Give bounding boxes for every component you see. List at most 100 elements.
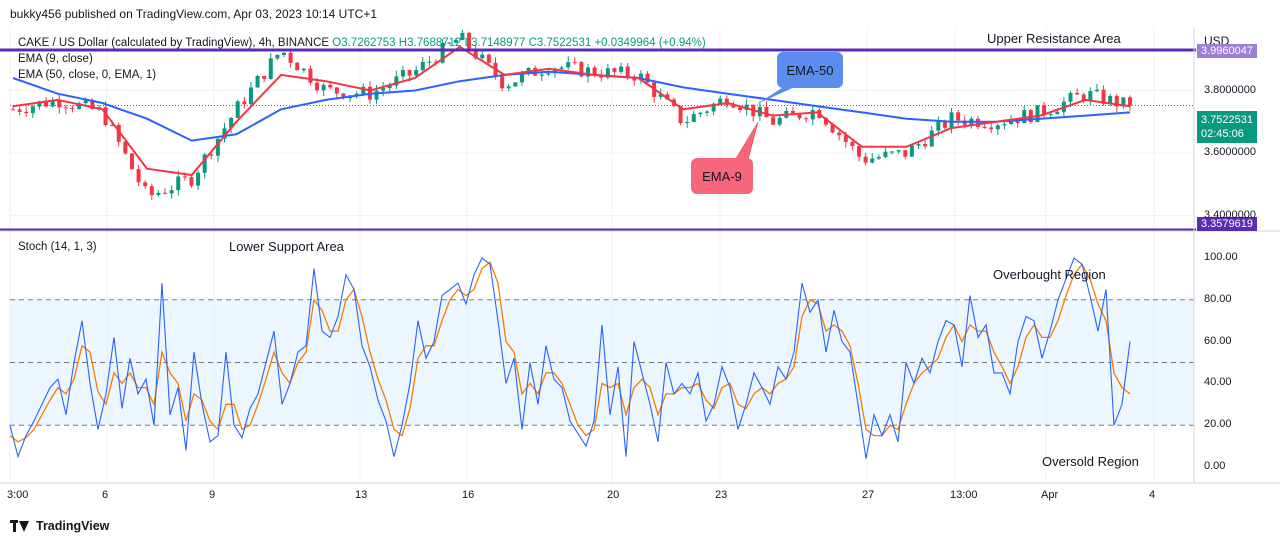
candle-body — [215, 138, 220, 156]
candle-body — [638, 73, 643, 81]
candle-body — [843, 135, 848, 142]
price-candle — [612, 67, 617, 77]
annotation-lower-support: Lower Support Area — [229, 239, 344, 254]
candle-body — [989, 127, 994, 130]
price-candle — [50, 96, 55, 108]
time-axis-tick: Apr — [1041, 489, 1059, 501]
candle-body — [315, 82, 320, 91]
time-axis-tick: 9 — [209, 489, 216, 501]
price-candle — [268, 53, 273, 80]
candle-body — [196, 172, 201, 186]
time-axis-tick: 4 — [1149, 489, 1156, 501]
price-candle — [229, 117, 234, 134]
candle-body — [572, 62, 577, 64]
price-candle — [136, 164, 141, 187]
annotation-upper-resistance: Upper Resistance Area — [987, 31, 1121, 46]
publisher-line: bukky456 published on TradingView.com, A… — [10, 7, 378, 21]
price-candle — [453, 38, 458, 43]
price-candle — [24, 106, 29, 117]
price-candle — [678, 105, 683, 126]
price-candle — [460, 29, 465, 41]
price-candle — [129, 152, 134, 170]
price-candle — [685, 115, 690, 129]
legend-symbol-row: CAKE / US Dollar (calculated by TradingV… — [18, 37, 706, 49]
candle-body — [143, 182, 148, 187]
candle-body — [685, 121, 690, 124]
candle-body — [1128, 97, 1132, 106]
candle-body — [268, 58, 273, 79]
bar-countdown: 02:45:06 — [1201, 128, 1244, 140]
candle-body — [361, 86, 366, 94]
candle-body — [262, 76, 267, 79]
price-candle — [896, 149, 901, 155]
price-candle — [724, 95, 729, 109]
candle-body — [592, 67, 597, 76]
candle-body — [37, 101, 42, 107]
price-candle — [995, 123, 1000, 136]
candle-body — [883, 151, 888, 158]
candle-body — [929, 130, 934, 147]
price-candle — [281, 52, 286, 58]
price-candle — [30, 104, 35, 119]
candle-body — [1121, 97, 1126, 107]
price-candle — [513, 82, 518, 87]
candle-body — [341, 93, 346, 99]
candle-body — [1009, 120, 1014, 125]
legend-ema9: EMA (9, close) — [18, 53, 93, 65]
candle-body — [400, 70, 405, 77]
candle-body — [698, 112, 703, 115]
price-candle — [1042, 101, 1047, 120]
price-candles — [11, 29, 1132, 201]
price-candle — [202, 152, 207, 179]
candle-body — [460, 32, 465, 41]
price-candle — [215, 138, 220, 162]
price-candle — [632, 74, 637, 86]
candle-body — [229, 117, 234, 129]
candle-body — [136, 169, 141, 183]
price-candle — [149, 183, 154, 201]
candle-body — [949, 112, 954, 128]
time-axis-tick: 6 — [102, 489, 109, 501]
stochastic-panel — [9, 257, 1194, 459]
candle-body — [546, 73, 551, 75]
candle-body — [804, 118, 809, 120]
candle-body — [90, 100, 95, 109]
candle-body — [1022, 110, 1027, 123]
price-candle — [810, 106, 815, 126]
candle-body — [665, 94, 670, 100]
candle-body — [129, 153, 134, 170]
candle-body — [321, 84, 326, 91]
candle-body — [447, 42, 452, 44]
resistance-price-tag: 3.9960047 — [1197, 44, 1257, 58]
last-price-tag: 3.7522531 02:45:06 — [1197, 111, 1257, 143]
candle-body — [1114, 95, 1119, 107]
price-candle — [500, 75, 505, 92]
candle-body — [539, 74, 544, 76]
candle-body — [850, 141, 855, 146]
candle-body — [691, 114, 696, 122]
price-candle — [1075, 88, 1080, 95]
axes — [0, 28, 1280, 484]
stoch-axis-tick: 0.00 — [1204, 460, 1226, 472]
candle-body — [407, 70, 412, 76]
price-candle — [691, 110, 696, 123]
candle-body — [11, 109, 15, 111]
candle-body — [414, 70, 419, 76]
price-candle — [143, 180, 148, 189]
time-axis-tick: 27 — [862, 489, 875, 501]
candle-body — [718, 98, 723, 104]
grid-lines — [9, 28, 1194, 483]
time-axis-tick: 13 — [355, 489, 368, 501]
candle-body — [1048, 114, 1053, 116]
candle-body — [189, 177, 194, 186]
candle-body — [1088, 91, 1093, 101]
candle-body — [830, 124, 835, 133]
stoch-d-line — [9, 261, 1131, 443]
price-candle — [777, 115, 782, 127]
candle-body — [235, 101, 240, 118]
price-axis-tick: 3.8000000 — [1204, 83, 1256, 96]
candle-body — [24, 111, 29, 114]
candle-body — [420, 61, 425, 71]
legend-ohlc: O3.7262753 H3.7688712 L3.7148977 C3.7522… — [332, 37, 706, 49]
price-candle — [414, 66, 419, 78]
